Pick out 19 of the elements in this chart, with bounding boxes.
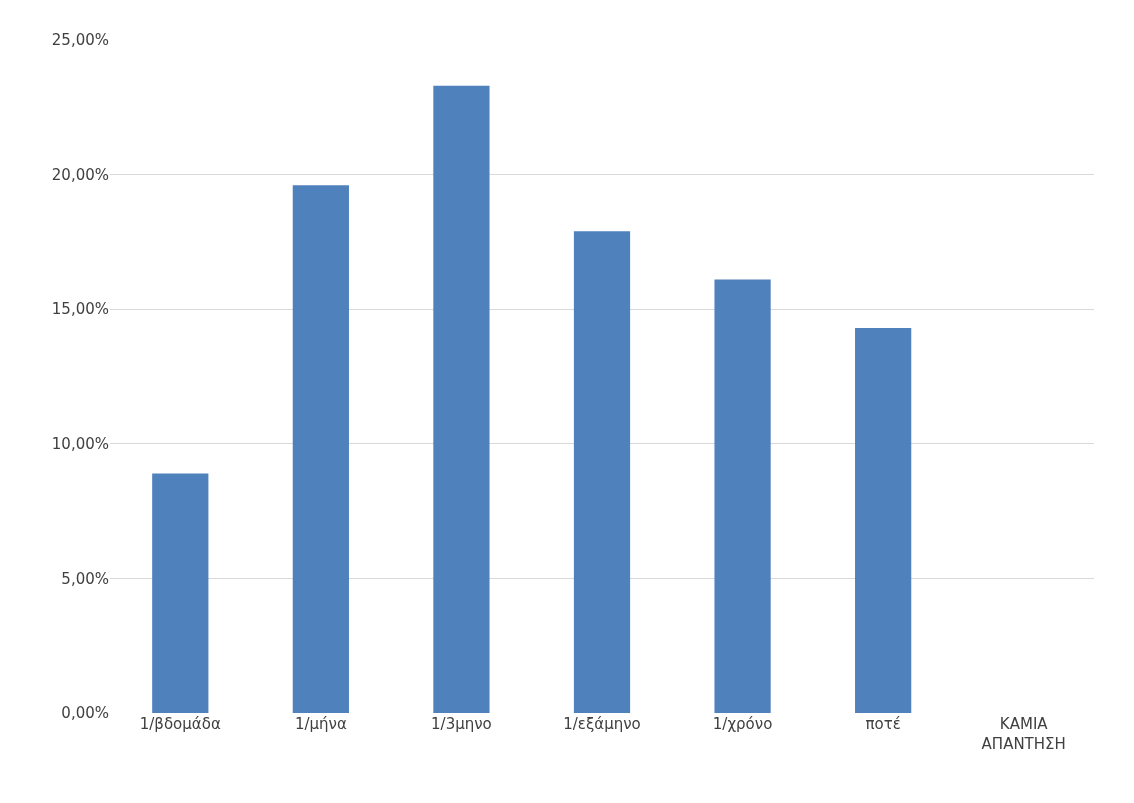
- x-tick-label: 1/εξάμηνο: [563, 715, 641, 733]
- bar: [573, 231, 631, 713]
- bar: [292, 185, 349, 713]
- x-tick-label: 1/3μηνο: [431, 715, 492, 733]
- x-tick-label: 1/χρόνο: [712, 715, 773, 733]
- x-tick-label: ΚΑΜΙΑ ΑΠΑΝΤΗΣΗ: [981, 715, 1066, 753]
- x-tick-label: 1/μήνα: [294, 715, 347, 733]
- y-tick-label: 20,00%: [51, 165, 109, 184]
- y-tick-label: 15,00%: [51, 300, 109, 319]
- x-tick-label: 1/βδομάδα: [139, 715, 221, 733]
- bar: [152, 473, 209, 713]
- bar: [433, 85, 490, 713]
- y-tick-label: 25,00%: [51, 31, 109, 50]
- bar: [714, 279, 771, 713]
- x-tick-label: ποτέ: [865, 715, 901, 733]
- y-tick-label: 10,00%: [51, 435, 109, 454]
- y-tick-label: 0,00%: [61, 704, 109, 723]
- y-tick-label: 5,00%: [61, 569, 109, 588]
- bar: [855, 328, 912, 713]
